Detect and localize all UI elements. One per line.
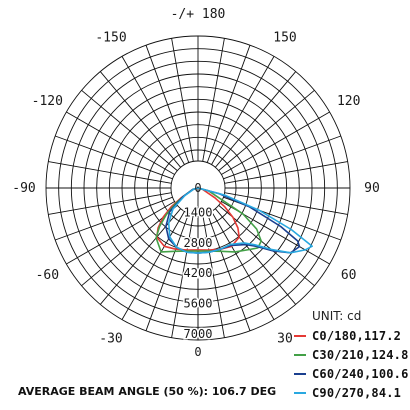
radial-tick-label: 5600 (184, 297, 213, 311)
radial-tick-label: 0 (194, 181, 201, 195)
grid-spoke (121, 211, 185, 320)
grid-spoke (171, 214, 194, 338)
grid-spoke (224, 161, 348, 184)
beam-angle-label: AVERAGE BEAM ANGLE (50 %): 106.7 DEG (18, 385, 277, 398)
grid-spoke (218, 205, 315, 287)
angle-label: 120 (337, 94, 360, 109)
grid-spoke (48, 161, 172, 184)
grid-spoke (206, 213, 251, 331)
grid-spoke (221, 111, 330, 175)
grid-spoke (223, 135, 341, 180)
legend-item: C60/240,100.6 (294, 364, 409, 383)
series-curve-3 (167, 187, 313, 254)
grid-spoke (55, 135, 173, 180)
radial-tick-label: 1400 (184, 205, 213, 219)
angle-label: 150 (273, 30, 296, 45)
legend-item: C0/180,117.2 (294, 326, 409, 345)
grid-spoke (145, 45, 190, 163)
grid-spoke (48, 192, 172, 215)
legend-label: C0/180,117.2 (312, 328, 402, 343)
series-curve-0 (156, 187, 240, 251)
angle-label: 90 (364, 181, 380, 196)
series-curve-1 (155, 187, 262, 253)
grid-spoke (211, 211, 275, 320)
grid-spoke (202, 214, 225, 338)
legend-swatch (294, 391, 306, 394)
legend-item: C30/210,124.8 (294, 345, 409, 364)
legend-swatch (294, 353, 306, 356)
grid-spoke (211, 56, 275, 165)
intensity-curves (155, 187, 313, 254)
angle-label: -90 (12, 181, 35, 196)
legend-label: C90/270,84.1 (312, 385, 402, 400)
grid-spoke (121, 56, 185, 165)
grid-spoke (224, 192, 348, 215)
legend-swatch (294, 372, 306, 375)
grid-spoke (55, 196, 173, 241)
radial-tick-label: 7000 (184, 327, 213, 341)
angle-label: -150 (95, 30, 126, 45)
angle-label: -30 (99, 332, 122, 347)
grid-spoke (81, 205, 178, 287)
grid-spoke (66, 111, 175, 175)
angle-label: 30 (277, 332, 293, 347)
legend-label: C60/240,100.6 (312, 366, 409, 381)
grid-spoke (145, 213, 190, 331)
grid-spoke (215, 71, 297, 168)
grid-spoke (81, 89, 178, 171)
grid-spoke (171, 38, 194, 162)
legend-swatch (294, 334, 306, 337)
angle-label: -60 (36, 268, 59, 283)
angle-label: -120 (32, 94, 63, 109)
grid-spoke (218, 89, 315, 171)
angle-labels: -/+ 180 150 120 90 60 30 -30 -60 -90 -120 -150 (12, 7, 380, 347)
radial-tick-label: 4200 (184, 266, 213, 280)
grid-spoke (202, 38, 225, 162)
angle-label: -/+ 180 (171, 7, 226, 22)
grid-spoke (99, 71, 181, 168)
legend-item: C90/270,84.1 (294, 383, 409, 402)
bottom-angle-label: 0 (194, 345, 201, 359)
unit-label: UNIT: cd (312, 309, 362, 323)
grid-spoke (66, 201, 175, 265)
grid-spoke (206, 45, 251, 163)
grid-spoke (215, 208, 297, 305)
angle-label: 60 (341, 268, 357, 283)
legend-label: C30/210,124.8 (312, 347, 409, 362)
radial-tick-label: 2800 (184, 236, 213, 250)
grid-spoke (99, 208, 181, 305)
legend: C0/180,117.2 C30/210,124.8 C60/240,100.6 C9… (294, 326, 409, 402)
radial-tick-labels: 0 1400 2800 4200 5600 7000 0 (182, 181, 214, 359)
